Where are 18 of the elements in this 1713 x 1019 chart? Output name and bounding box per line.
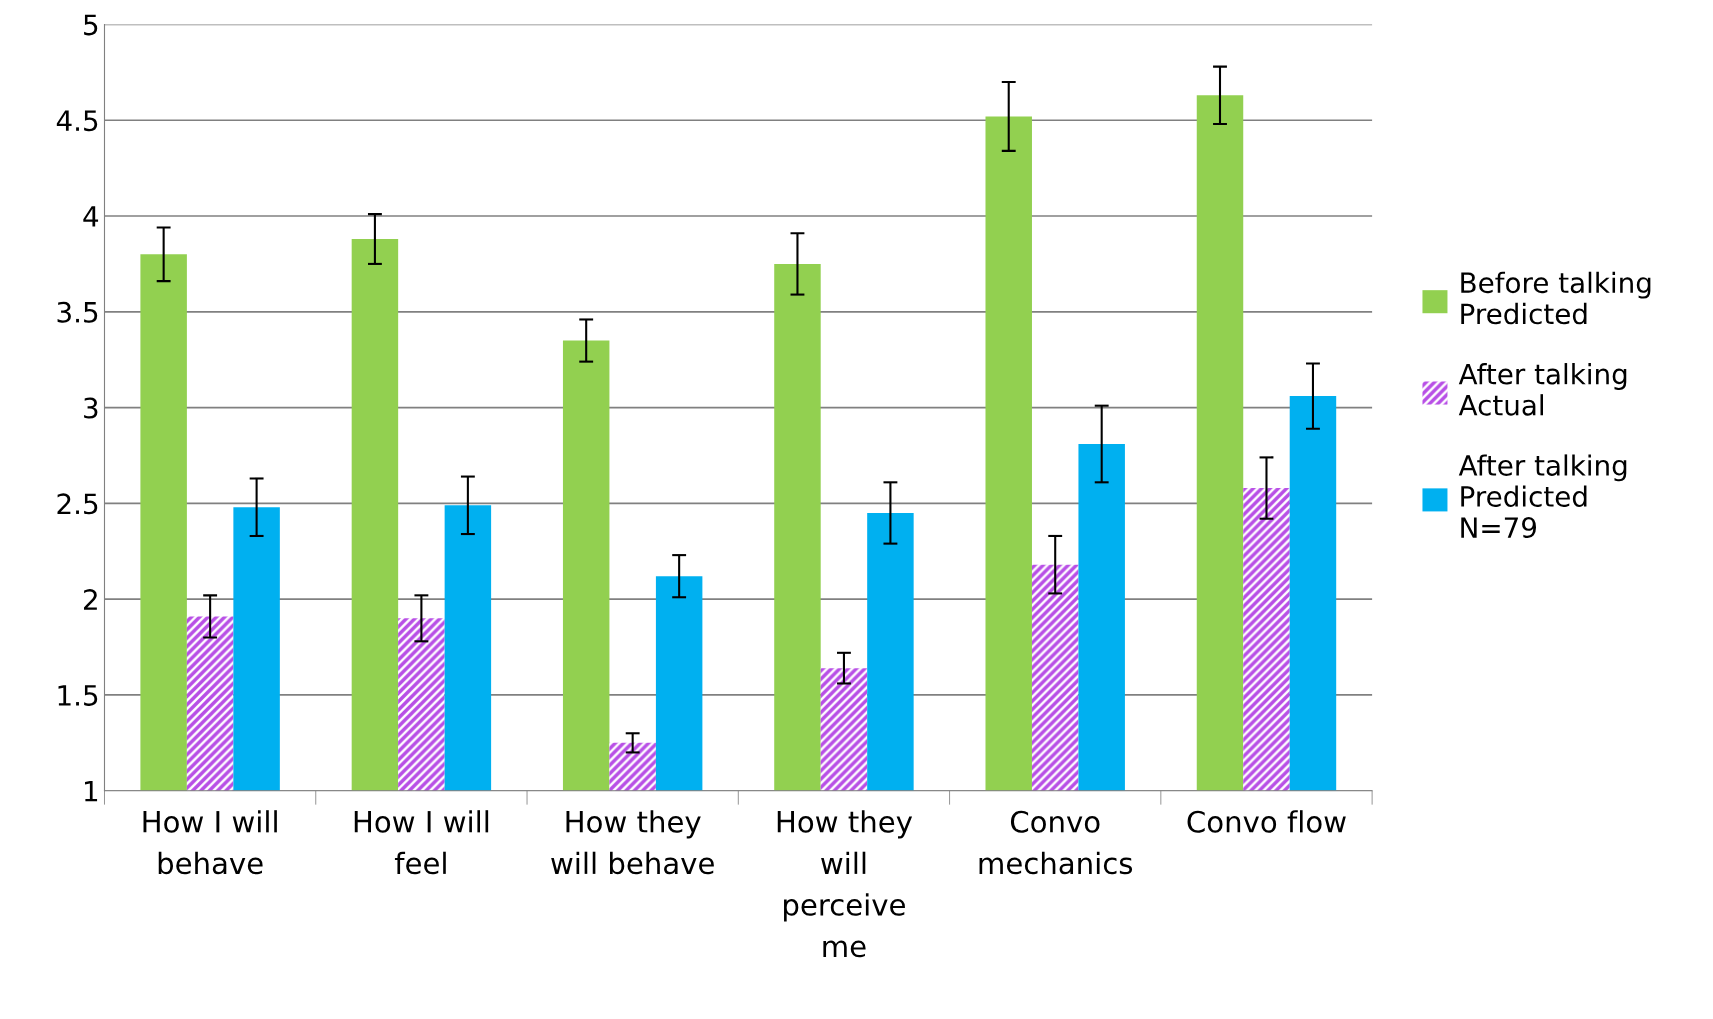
x-tick-label: How I will behave <box>143 810 277 875</box>
x-tick-label: Convo flow <box>1187 810 1346 833</box>
y-tick-label: 1.5 <box>58 685 98 706</box>
legend-label: After talking Predicted N=79 <box>1458 454 1627 539</box>
y-tick-label: 4.5 <box>56 110 98 132</box>
y-tick-label: 1 <box>85 781 98 802</box>
y-tick-label: 2 <box>83 589 97 610</box>
y-tick-label: 5 <box>84 14 98 36</box>
x-tick-label: Convo mechanics <box>979 810 1133 875</box>
y-tick-label: 4 <box>83 206 99 227</box>
x-tick-label: How they will behave <box>551 810 714 875</box>
legend-label: After talking Actual <box>1458 363 1627 416</box>
y-tick-label: 2.5 <box>57 493 98 515</box>
y-tick-label: 3.5 <box>57 301 98 323</box>
y-tick-label: 3 <box>84 397 98 419</box>
x-tick-label: How they will perceive me <box>777 810 913 958</box>
legend-label: Before talking Predicted <box>1461 271 1651 325</box>
x-tick-label: How I will feel <box>354 810 489 875</box>
